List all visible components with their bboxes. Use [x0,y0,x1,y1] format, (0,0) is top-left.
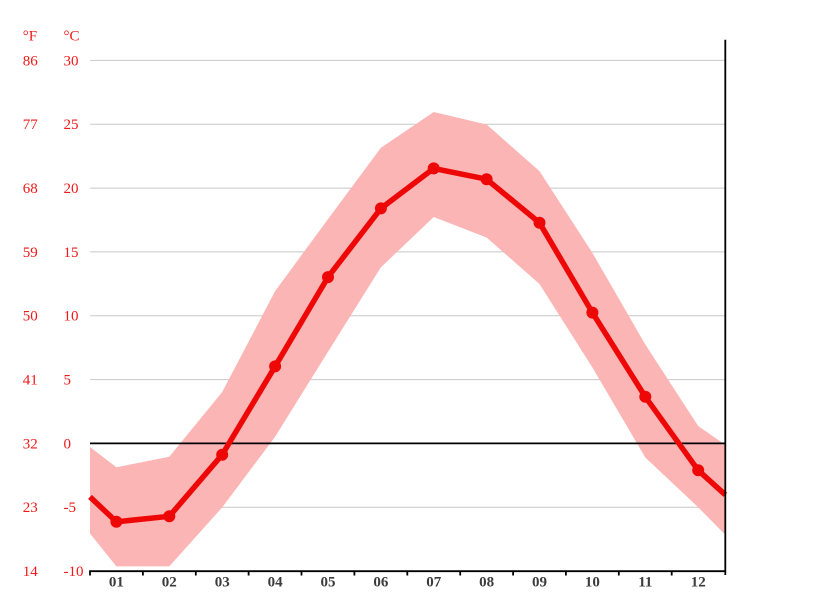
svg-text:30: 30 [64,53,79,69]
svg-text:05: 05 [321,575,336,591]
svg-text:10: 10 [585,575,600,591]
svg-text:04: 04 [268,575,284,591]
svg-text:09: 09 [532,575,547,591]
svg-text:5: 5 [64,373,72,389]
svg-text:86: 86 [23,53,39,69]
svg-text:0: 0 [64,436,72,452]
svg-text:14: 14 [23,564,39,580]
svg-text:20: 20 [64,181,79,197]
svg-text:32: 32 [23,436,38,452]
svg-text:°F: °F [23,28,37,44]
svg-text:41: 41 [23,373,38,389]
svg-text:07: 07 [426,575,442,591]
svg-text:-10: -10 [64,564,84,580]
svg-text:10: 10 [64,309,79,325]
svg-text:-5: -5 [64,500,77,516]
svg-text:15: 15 [64,245,79,261]
svg-text:77: 77 [23,117,39,133]
svg-text:50: 50 [23,309,38,325]
svg-text:06: 06 [373,575,389,591]
svg-text:01: 01 [109,575,124,591]
svg-text:°C: °C [64,28,80,44]
svg-text:12: 12 [691,575,706,591]
svg-text:03: 03 [215,575,230,591]
svg-text:08: 08 [479,575,494,591]
svg-text:59: 59 [23,245,38,261]
svg-text:25: 25 [64,117,79,133]
svg-text:02: 02 [162,575,177,591]
svg-text:23: 23 [23,500,38,516]
svg-text:68: 68 [23,181,38,197]
svg-text:11: 11 [638,575,652,591]
